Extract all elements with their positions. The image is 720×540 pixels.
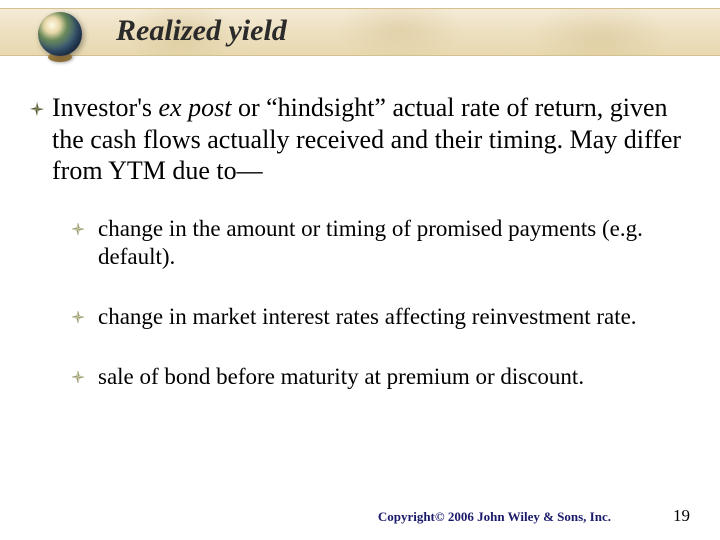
sub-text-1: change in the amount or timing of promis… [98, 215, 678, 271]
globe-icon [34, 6, 90, 62]
compass-bullet-icon [72, 371, 88, 383]
sub-text-3: sale of bond before maturity at premium … [98, 363, 678, 391]
main-bullet: Investor's ex post or “hindsight” actual… [30, 92, 690, 187]
sub-bullet-2: change in market interest rates affectin… [30, 303, 690, 331]
sub-bullet-3: sale of bond before maturity at premium … [30, 363, 690, 391]
main-text: Investor's ex post or “hindsight” actual… [52, 92, 690, 187]
main-italic: ex post [159, 93, 232, 122]
main-prefix: Investor's [52, 93, 159, 122]
compass-bullet-icon [72, 311, 88, 323]
page-number: 19 [673, 506, 690, 526]
content-area: Investor's ex post or “hindsight” actual… [30, 92, 690, 409]
sub-bullet-1: change in the amount or timing of promis… [30, 215, 690, 271]
slide-title: Realized yield [116, 14, 287, 48]
copyright-text: Copyright© 2006 John Wiley & Sons, Inc. [378, 509, 611, 525]
compass-bullet-icon [30, 102, 48, 116]
map-texture [0, 9, 720, 55]
title-band [0, 8, 720, 56]
sub-text-2: change in market interest rates affectin… [98, 303, 678, 331]
footer: Copyright© 2006 John Wiley & Sons, Inc. … [0, 506, 720, 526]
compass-bullet-icon [72, 223, 88, 235]
